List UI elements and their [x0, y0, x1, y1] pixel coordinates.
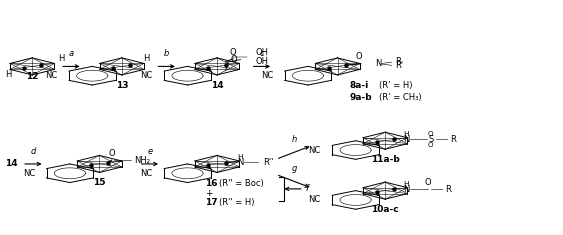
Text: R: R	[450, 135, 457, 144]
Text: g: g	[292, 164, 297, 173]
Text: (R’ = H): (R’ = H)	[379, 81, 413, 90]
Text: NC: NC	[261, 71, 273, 80]
Text: H: H	[58, 54, 64, 63]
Text: 8a-i: 8a-i	[350, 81, 369, 90]
Text: 11a-b: 11a-b	[371, 155, 400, 164]
Text: O: O	[230, 48, 236, 57]
Text: NC: NC	[309, 196, 320, 204]
Text: O: O	[231, 55, 237, 64]
Text: NH₂: NH₂	[134, 156, 150, 164]
Text: N: N	[403, 185, 409, 194]
Text: 14: 14	[211, 81, 224, 90]
Text: R': R'	[395, 62, 404, 70]
Text: NC: NC	[45, 71, 57, 80]
Text: H: H	[5, 70, 11, 79]
Text: 10a-c: 10a-c	[372, 205, 399, 214]
Text: H: H	[143, 55, 149, 63]
Text: (R'' = Boc): (R'' = Boc)	[219, 179, 263, 188]
Text: (R'' = H): (R'' = H)	[219, 198, 254, 207]
Text: N: N	[403, 135, 409, 144]
Text: (R’ = CH₃): (R’ = CH₃)	[379, 93, 422, 102]
Text: 9a-b: 9a-b	[350, 93, 373, 102]
Text: 13: 13	[115, 81, 128, 90]
Text: R'': R''	[263, 158, 273, 167]
Text: 15: 15	[93, 178, 106, 187]
Text: OH: OH	[255, 48, 269, 57]
Text: 17: 17	[205, 198, 217, 207]
Text: +: +	[205, 189, 212, 198]
Text: O: O	[109, 149, 115, 158]
Text: f: f	[306, 184, 309, 193]
Text: O: O	[428, 142, 434, 148]
Text: 16: 16	[205, 179, 217, 188]
Text: c: c	[260, 49, 264, 58]
Text: N: N	[375, 59, 381, 68]
Text: b: b	[164, 49, 169, 58]
Text: NC: NC	[309, 145, 320, 155]
Text: O: O	[425, 178, 432, 187]
Text: NC: NC	[140, 169, 153, 178]
Text: NC: NC	[140, 71, 153, 80]
Text: d: d	[30, 147, 36, 156]
Text: R: R	[445, 185, 452, 194]
Text: H: H	[403, 131, 409, 137]
Text: e: e	[148, 147, 153, 156]
Text: H: H	[238, 154, 243, 160]
Text: h: h	[292, 135, 297, 144]
Text: 14: 14	[5, 159, 17, 168]
Text: H: H	[403, 181, 409, 187]
Text: O: O	[355, 52, 362, 61]
Text: S: S	[428, 135, 434, 144]
Text: OH: OH	[255, 57, 269, 67]
Text: N: N	[237, 158, 244, 167]
Text: NC: NC	[23, 169, 35, 178]
Text: 12: 12	[26, 72, 38, 81]
Text: a: a	[69, 49, 74, 58]
Text: R: R	[395, 57, 401, 66]
Text: O: O	[428, 131, 434, 137]
